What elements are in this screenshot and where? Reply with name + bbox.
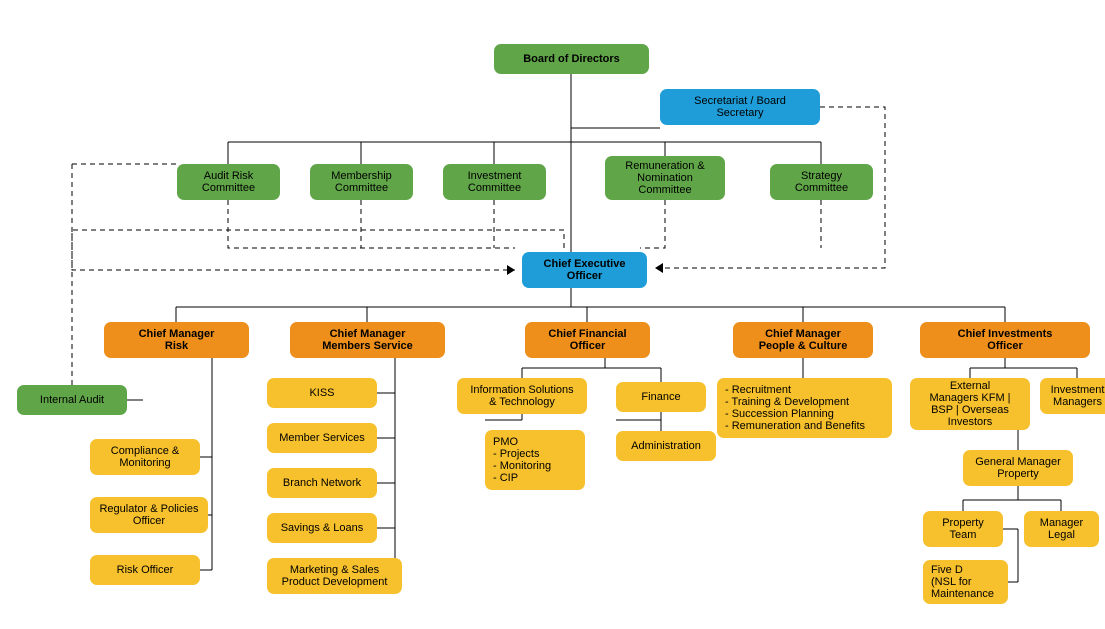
node-regulator: Regulator & PoliciesOfficer — [90, 497, 208, 533]
node-ext_mgrs: ExternalManagers KFM |BSP | OverseasInve… — [910, 378, 1030, 430]
label-five_d-1: (NSL for — [931, 576, 972, 588]
label-gm_property-1: Property — [997, 468, 1039, 480]
label-admin-0: Administration — [631, 440, 701, 452]
label-five_d-0: Five D — [931, 564, 963, 576]
node-internal_audit: Internal Audit — [17, 385, 127, 415]
label-remun-1: Nomination — [637, 172, 693, 184]
label-cm_members-1: Members Service — [322, 340, 413, 352]
node-audit: Audit RiskCommittee — [177, 164, 280, 200]
node-admin: Administration — [616, 431, 716, 461]
node-marketing: Marketing & SalesProduct Development — [267, 558, 402, 594]
node-cfo: Chief FinancialOfficer — [525, 322, 650, 358]
label-audit-1: Committee — [202, 182, 255, 194]
label-cm_risk-0: Chief Manager — [139, 328, 216, 340]
label-mgr_legal-0: Manager — [1040, 517, 1084, 529]
label-strategy-0: Strategy — [801, 170, 842, 182]
label-ext_mgrs-2: BSP | Overseas — [931, 404, 1009, 416]
label-cfo-0: Chief Financial — [548, 328, 626, 340]
label-member_svc-0: Member Services — [279, 432, 365, 444]
label-kiss-0: KISS — [309, 387, 334, 399]
label-info_sol-1: & Technology — [489, 396, 555, 408]
node-info_sol: Information Solutions& Technology — [457, 378, 587, 414]
node-finance: Finance — [616, 382, 706, 412]
label-inv_mgrs-1: Managers — [1053, 396, 1102, 408]
node-risk_officer: Risk Officer — [90, 555, 200, 585]
label-cio-0: Chief Investments — [958, 328, 1053, 340]
label-regulator-0: Regulator & Policies — [99, 503, 199, 515]
label-membership-0: Membership — [331, 170, 392, 182]
node-remun: Remuneration &NominationCommittee — [605, 156, 725, 200]
label-finance-0: Finance — [641, 391, 680, 403]
label-hr_bullets-2: - Succession Planning — [725, 408, 834, 420]
label-investment-0: Investment — [468, 170, 522, 182]
node-mgr_legal: ManagerLegal — [1024, 511, 1099, 547]
label-cfo-1: Officer — [570, 340, 606, 352]
node-branch: Branch Network — [267, 468, 377, 498]
label-pmo-2: - Monitoring — [493, 460, 551, 472]
label-membership-1: Committee — [335, 182, 388, 194]
label-marketing-0: Marketing & Sales — [290, 564, 380, 576]
label-cio-1: Officer — [987, 340, 1023, 352]
label-ceo-0: Chief Executive — [544, 258, 626, 270]
label-cm_risk-1: Risk — [165, 340, 189, 352]
node-compliance: Compliance &Monitoring — [90, 439, 200, 475]
label-remun-0: Remuneration & — [625, 160, 705, 172]
label-hr_bullets-0: - Recruitment — [725, 384, 791, 396]
node-cio: Chief InvestmentsOfficer — [920, 322, 1090, 358]
label-strategy-1: Committee — [795, 182, 848, 194]
label-ceo-1: Officer — [567, 270, 603, 282]
node-pmo: PMO - Projects - Monitoring - CIP — [485, 430, 585, 490]
label-ext_mgrs-0: External — [950, 380, 990, 392]
label-pmo-1: - Projects — [493, 448, 540, 460]
label-mgr_legal-1: Legal — [1048, 529, 1075, 541]
node-prop_team: PropertyTeam — [923, 511, 1003, 547]
label-cm_people-1: People & Culture — [759, 340, 848, 352]
node-board: Board of Directors — [494, 44, 649, 74]
label-investment-1: Committee — [468, 182, 521, 194]
node-secretariat: Secretariat / BoardSecretary — [660, 89, 820, 125]
node-hr_bullets: - Recruitment - Training & Development -… — [717, 378, 892, 438]
node-membership: MembershipCommittee — [310, 164, 413, 200]
label-regulator-1: Officer — [133, 515, 166, 527]
node-strategy: StrategyCommittee — [770, 164, 873, 200]
label-inv_mgrs-0: Investment — [1051, 384, 1105, 396]
label-remun-2: Committee — [638, 184, 691, 196]
label-compliance-0: Compliance & — [111, 445, 180, 457]
label-compliance-1: Monitoring — [119, 457, 170, 469]
node-cm_risk: Chief ManagerRisk — [104, 322, 249, 358]
label-savings-0: Savings & Loans — [281, 522, 364, 534]
label-ext_mgrs-1: Managers KFM | — [929, 392, 1010, 404]
label-branch-0: Branch Network — [283, 477, 362, 489]
label-hr_bullets-3: - Remuneration and Benefits — [725, 420, 866, 432]
label-pmo-0: PMO — [493, 436, 519, 448]
label-hr_bullets-1: - Training & Development — [725, 396, 849, 408]
label-ext_mgrs-3: Investors — [948, 416, 993, 428]
label-prop_team-1: Team — [950, 529, 977, 541]
node-investment: InvestmentCommittee — [443, 164, 546, 200]
node-gm_property: General ManagerProperty — [963, 450, 1073, 486]
label-five_d-2: Maintenance — [931, 588, 994, 600]
node-inv_mgrs: InvestmentManagers — [1040, 378, 1105, 414]
label-internal_audit-0: Internal Audit — [40, 394, 104, 406]
label-cm_people-0: Chief Manager — [765, 328, 842, 340]
node-cm_people: Chief ManagerPeople & Culture — [733, 322, 873, 358]
node-member_svc: Member Services — [267, 423, 377, 453]
node-five_d: Five D(NSL forMaintenance — [923, 560, 1008, 604]
label-pmo-3: - CIP — [493, 472, 518, 484]
label-prop_team-0: Property — [942, 517, 984, 529]
label-gm_property-0: General Manager — [975, 456, 1061, 468]
org-chart: Board of Directors Secretariat / BoardSec… — [0, 0, 1105, 629]
label-info_sol-0: Information Solutions — [470, 384, 574, 396]
label-marketing-1: Product Development — [282, 576, 388, 588]
node-cm_members: Chief ManagerMembers Service — [290, 322, 445, 358]
label-risk_officer-0: Risk Officer — [117, 564, 174, 576]
node-ceo: Chief ExecutiveOfficer — [522, 252, 647, 288]
label-secretariat-1: Secretary — [716, 107, 764, 119]
label-audit-0: Audit Risk — [204, 170, 254, 182]
node-kiss: KISS — [267, 378, 377, 408]
node-savings: Savings & Loans — [267, 513, 377, 543]
label-cm_members-0: Chief Manager — [330, 328, 407, 340]
label-secretariat-0: Secretariat / Board — [694, 95, 786, 107]
label-board-0: Board of Directors — [523, 53, 620, 65]
